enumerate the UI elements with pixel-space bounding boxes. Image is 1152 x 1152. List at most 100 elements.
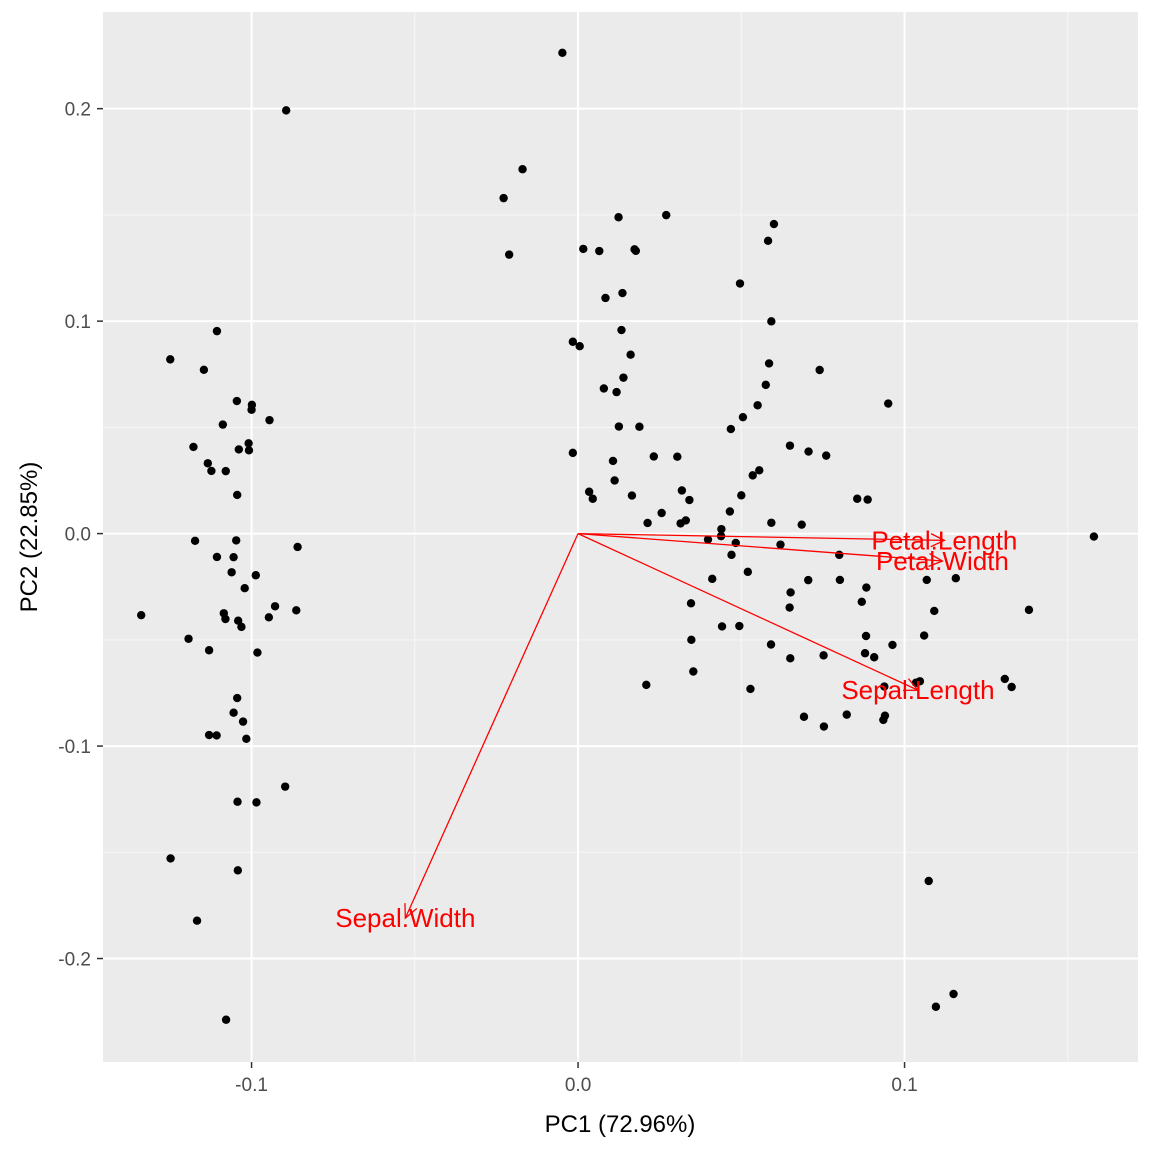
- data-point: [270, 602, 280, 611]
- data-point: [504, 250, 514, 259]
- loading-arrow: [404, 533, 579, 919]
- data-point: [676, 519, 685, 528]
- data-point: [863, 495, 872, 504]
- data-point: [717, 622, 727, 631]
- data-point: [237, 622, 246, 632]
- loading-arrowhead: [404, 903, 418, 920]
- data-point: [951, 574, 961, 583]
- data-point: [199, 365, 209, 374]
- data-point: [232, 396, 242, 406]
- data-point: [687, 635, 696, 645]
- data-point: [860, 649, 870, 658]
- data-point: [797, 520, 806, 529]
- data-point: [251, 571, 261, 580]
- data-point: [735, 621, 744, 631]
- data-point: [835, 550, 844, 560]
- data-point: [727, 550, 736, 560]
- data-point: [221, 614, 230, 624]
- loading-arrow: [578, 532, 945, 542]
- data-point: [924, 876, 933, 886]
- data-point: [612, 387, 621, 397]
- data-point: [242, 734, 251, 744]
- data-point: [689, 667, 698, 676]
- data-point: [221, 1015, 231, 1024]
- data-point: [204, 646, 214, 655]
- data-point: [786, 588, 795, 597]
- x-tick-label: 0.1: [891, 1075, 917, 1096]
- data-point: [232, 490, 242, 500]
- data-point: [862, 583, 871, 592]
- data-point: [265, 415, 274, 425]
- data-point: [761, 380, 770, 390]
- data-point: [264, 613, 274, 622]
- data-point: [204, 730, 214, 740]
- data-point: [869, 653, 879, 662]
- data-point: [677, 486, 687, 495]
- data-point: [238, 717, 248, 726]
- data-point: [568, 448, 578, 458]
- data-point: [253, 648, 262, 657]
- data-point: [919, 631, 929, 640]
- data-point: [619, 373, 628, 382]
- loading-label: Sepal.Width: [335, 903, 475, 933]
- data-point: [234, 445, 244, 454]
- data-point: [880, 682, 889, 691]
- data-point: [588, 494, 597, 503]
- loading-label: Petal.Length: [871, 525, 1017, 555]
- data-point: [614, 213, 623, 222]
- data-point: [726, 424, 736, 434]
- data-point: [244, 439, 253, 448]
- data-point: [785, 603, 794, 612]
- data-point: [804, 447, 813, 456]
- data-point: [232, 693, 242, 703]
- data-point: [1024, 605, 1034, 615]
- data-point: [212, 731, 221, 740]
- y-tick-label: 0.0: [65, 525, 91, 546]
- data-point: [853, 494, 862, 503]
- data-point: [1007, 682, 1016, 692]
- data-point: [949, 989, 958, 999]
- data-point: [293, 542, 302, 552]
- data-point: [708, 574, 717, 584]
- data-point: [610, 476, 619, 485]
- data-point: [568, 337, 578, 346]
- data-point: [599, 384, 609, 393]
- data-point: [575, 342, 584, 351]
- loading-arrowhead: [902, 678, 920, 692]
- data-point: [717, 524, 726, 534]
- data-point: [584, 487, 594, 496]
- data-point: [218, 420, 228, 429]
- data-point: [685, 495, 694, 505]
- data-point: [499, 193, 508, 203]
- data-point: [915, 677, 925, 686]
- data-point: [755, 466, 764, 475]
- data-point: [190, 536, 200, 546]
- data-point: [601, 293, 610, 303]
- data-point: [743, 567, 753, 577]
- data-point: [643, 518, 652, 528]
- data-point: [192, 916, 202, 925]
- data-point: [617, 325, 626, 335]
- data-point: [281, 106, 291, 115]
- loading-arrowhead: [928, 552, 944, 568]
- x-tick-label: 0.0: [565, 1075, 591, 1096]
- data-point: [618, 288, 627, 298]
- loading-arrowhead: [930, 533, 946, 548]
- data-point: [229, 708, 238, 717]
- data-point: [804, 575, 813, 585]
- data-point: [764, 359, 774, 368]
- data-point: [776, 540, 785, 549]
- data-point: [203, 459, 213, 468]
- grid-layer: [103, 12, 1138, 1062]
- data-point: [189, 442, 198, 452]
- data-point: [518, 165, 527, 174]
- y-axis-title: PC2 (22.85%): [16, 462, 43, 613]
- data-point: [786, 654, 795, 663]
- data-point: [614, 422, 624, 431]
- data-point: [252, 798, 261, 807]
- data-point: [884, 399, 893, 408]
- data-point: [240, 584, 249, 593]
- data-point: [232, 536, 241, 545]
- data-point: [737, 491, 746, 500]
